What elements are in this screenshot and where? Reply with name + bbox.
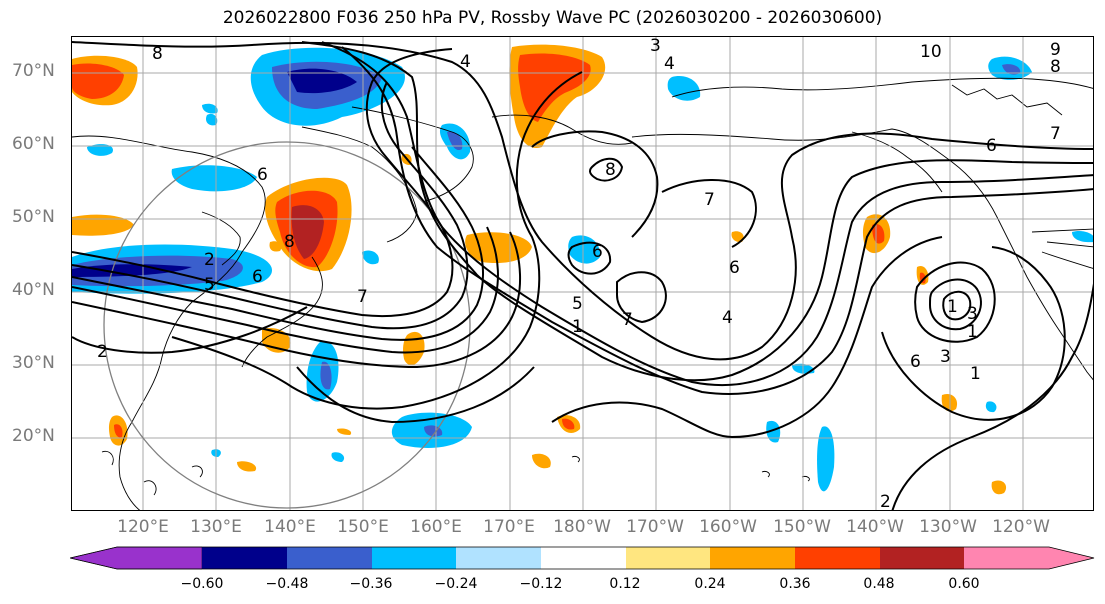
contour-label: 3 — [650, 37, 661, 56]
colorbar — [70, 546, 1095, 570]
lon-label: 150°E — [337, 517, 389, 537]
map-canvas: 8 4 3 4 10 9 8 7 6 8 7 6 6 4 5 1 7 6 3 2… — [72, 37, 1093, 511]
contour-label: 7 — [1050, 124, 1061, 144]
lat-label: 40°N — [12, 280, 55, 300]
lon-label: 170°W — [626, 517, 684, 537]
lon-label: 140°E — [264, 517, 316, 537]
contour-label: 4 — [460, 52, 471, 72]
contour-labels: 8 4 3 4 10 9 8 7 6 8 7 6 6 4 5 1 7 6 3 2… — [97, 37, 1061, 511]
colorbar-segment — [710, 547, 795, 569]
lon-label: 140°W — [846, 517, 904, 537]
colorbar-tick-label: 0.48 — [863, 576, 895, 592]
lon-label: 160°W — [699, 517, 757, 537]
lon-label: 120°W — [992, 517, 1050, 537]
colorbar-tick-label: −0.12 — [519, 576, 563, 592]
contour-label: 1 — [947, 297, 958, 317]
map-panel[interactable]: 8 4 3 4 10 9 8 7 6 8 7 6 6 4 5 1 7 6 3 2… — [71, 36, 1094, 511]
contour-label: 2 — [880, 492, 891, 511]
lon-label: 160°E — [410, 517, 462, 537]
contour-label: 6 — [729, 258, 740, 278]
contour-label: 8 — [284, 232, 295, 252]
colorbar-segment — [202, 547, 287, 569]
contour-label: 3 — [967, 304, 978, 324]
lat-label: 30°N — [12, 353, 55, 373]
contour-label: 7 — [357, 287, 368, 307]
chart-title: 2026022800 F036 250 hPa PV, Rossby Wave … — [222, 8, 883, 28]
graticule — [72, 37, 1093, 510]
lat-label: 50°N — [12, 207, 55, 227]
colorbar-tick-label: −0.24 — [434, 576, 478, 592]
contour-label: 8 — [152, 44, 163, 64]
contour-label: 1 — [967, 322, 978, 342]
colorbar-segment — [70, 546, 203, 570]
contour-label: 4 — [664, 54, 675, 74]
lon-label: 130°E — [190, 517, 242, 537]
contour-label: 6 — [986, 136, 997, 156]
lon-label: 170°E — [483, 517, 535, 537]
contour-label: 6 — [910, 352, 921, 372]
lat-label: 70°N — [12, 61, 55, 81]
colorbar-segment — [541, 547, 626, 569]
contour-label: 4 — [722, 308, 733, 328]
lat-label: 20°N — [12, 426, 55, 446]
colorbar-tick-label: −0.36 — [349, 576, 393, 592]
lon-label: 180°W — [553, 517, 611, 537]
contour-label: 9 — [1050, 40, 1061, 60]
contour-label: 10 — [920, 42, 942, 62]
contour-label: 5 — [204, 275, 215, 295]
anomaly-fills — [72, 44, 1093, 495]
contour-label: 6 — [592, 242, 603, 262]
colorbar-tick-label: 0.60 — [948, 576, 980, 592]
contour-label: 1 — [970, 364, 981, 384]
contour-label: 2 — [97, 342, 108, 362]
colorbar-tick-label: 0.24 — [694, 576, 726, 592]
contour-label: 5 — [572, 294, 583, 314]
colorbar-segment — [626, 547, 710, 569]
contour-label: 7 — [622, 310, 633, 330]
colorbar-segment — [795, 547, 880, 569]
contour-label: 1 — [572, 317, 583, 337]
colorbar-tick-label: −0.60 — [180, 576, 224, 592]
colorbar-segment — [880, 547, 964, 569]
colorbar-tick-label: 0.12 — [609, 576, 641, 592]
contour-label: 2 — [204, 250, 215, 270]
colorbar-tick-label: 0.36 — [779, 576, 811, 592]
lat-label: 60°N — [12, 134, 55, 154]
lon-label: 120°E — [117, 517, 169, 537]
colorbar-segment — [456, 547, 541, 569]
region-circle — [103, 141, 471, 509]
contour-label: 8 — [1050, 57, 1061, 77]
lon-label: 130°W — [919, 517, 977, 537]
contour-label: 6 — [252, 267, 263, 287]
colorbar-tick-label: −0.48 — [265, 576, 309, 592]
contour-label: 8 — [605, 160, 616, 180]
contour-label: 6 — [257, 165, 268, 185]
lon-label: 150°W — [773, 517, 831, 537]
colorbar-segment — [372, 547, 456, 569]
neg-anomaly-china — [171, 165, 257, 192]
colorbar-segment — [287, 547, 372, 569]
pv-contours — [72, 41, 1093, 510]
colorbar-segment — [964, 547, 1094, 569]
contour-label: 7 — [704, 190, 715, 210]
contour-label: 3 — [940, 347, 951, 367]
